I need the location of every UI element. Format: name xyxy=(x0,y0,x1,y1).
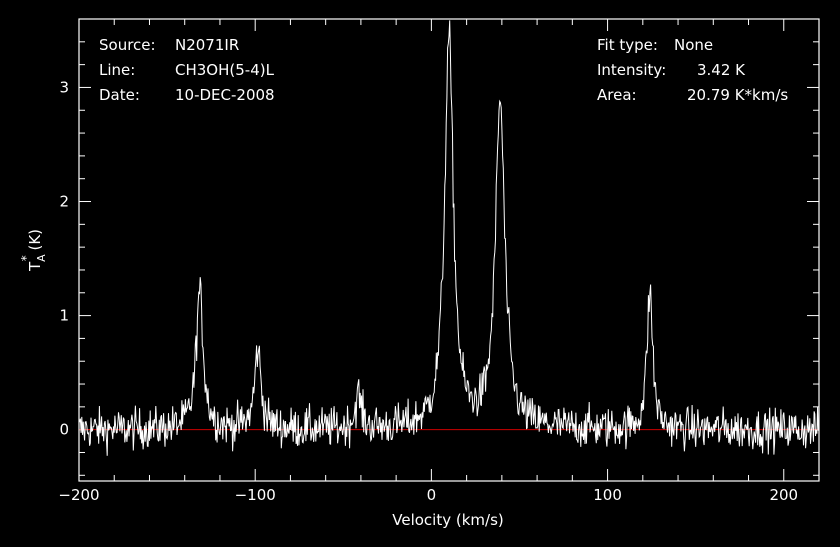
source-key: Source: xyxy=(99,36,156,54)
intensity-value: 3.42 K xyxy=(697,61,746,79)
y-tick-label: 0 xyxy=(59,421,69,439)
plot-frame xyxy=(78,18,820,482)
x-tick-label: 100 xyxy=(593,486,622,504)
x-axis-label: Velocity (km/s) xyxy=(392,511,503,529)
fit-type-key: Fit type: xyxy=(597,36,658,54)
x-tick-label: 200 xyxy=(769,486,798,504)
y-axis-label: TA* (K) xyxy=(19,229,48,272)
x-tick-label: −200 xyxy=(58,486,99,504)
y-tick-label: 3 xyxy=(59,78,69,96)
y-axis-label-unit: (K) xyxy=(26,229,44,255)
spectrum-series-line xyxy=(78,20,819,456)
x-tick-label: −100 xyxy=(235,486,276,504)
y-tick-label: 1 xyxy=(59,307,69,325)
line-value: CH3OH(5-4)L xyxy=(175,61,275,79)
date-key: Date: xyxy=(99,86,140,104)
x-tick-label: 0 xyxy=(427,486,437,504)
y-tick-labels: 0 1 2 3 xyxy=(59,78,69,438)
y-axis-label-sub: A xyxy=(35,254,48,262)
y-axis-label-main: T xyxy=(26,261,44,272)
fit-type-value: None xyxy=(674,36,713,54)
y-axis-label-sup: * xyxy=(19,255,33,261)
date-value: 10-DEC-2008 xyxy=(175,86,275,104)
x-tick-labels: −200 −100 0 100 200 xyxy=(58,486,798,504)
axis-ticks xyxy=(78,19,820,481)
area-value: 20.79 K*km/s xyxy=(687,86,788,104)
svg-text:TA* (K): TA* (K) xyxy=(19,229,48,272)
source-value: N2071IR xyxy=(175,36,239,54)
intensity-key: Intensity: xyxy=(597,61,666,79)
y-tick-label: 2 xyxy=(59,193,69,211)
area-key: Area: xyxy=(597,86,637,104)
line-key: Line: xyxy=(99,61,135,79)
